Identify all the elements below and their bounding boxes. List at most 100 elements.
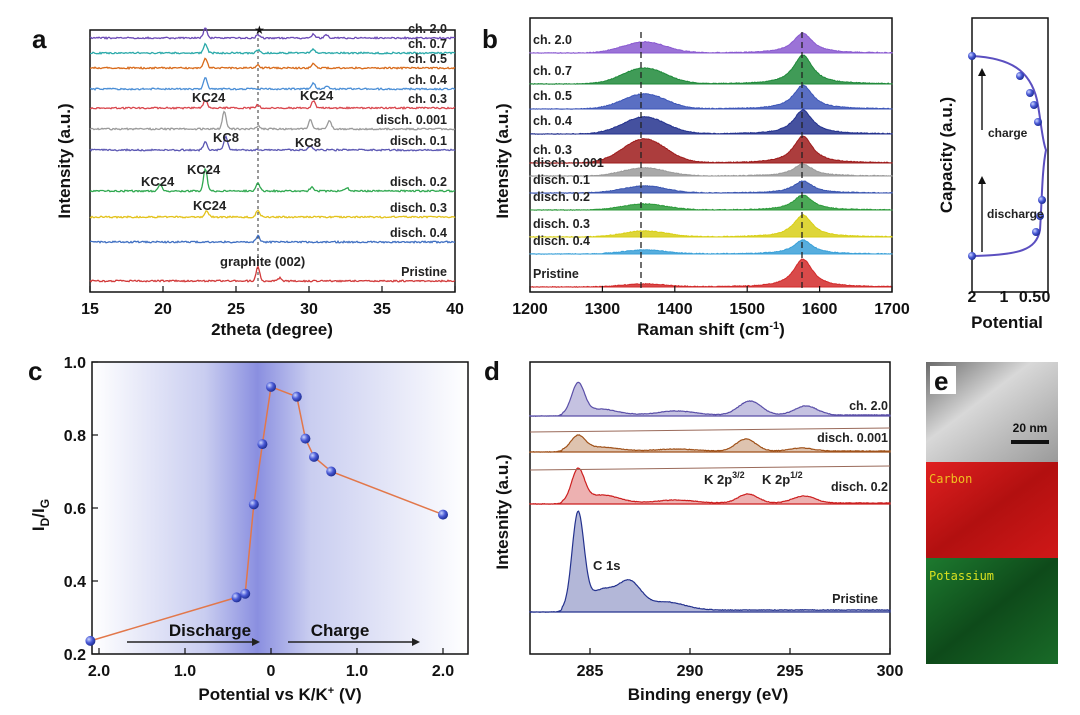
raman-label-0: ch. 2.0 <box>533 33 572 47</box>
panel-c-points <box>85 381 448 646</box>
raman-curve-3 <box>530 109 893 135</box>
raman-curve-1 <box>529 54 893 85</box>
inset-point-2 <box>1026 89 1034 97</box>
panel-a-frame <box>89 29 456 293</box>
raman-label-4: ch. 0.3 <box>533 143 572 157</box>
panel-letter-c: c <box>28 356 42 386</box>
inset-xtick-0-5: 0.5 <box>1019 289 1041 306</box>
inset-points <box>968 52 1046 260</box>
annot-kc8-1: KC8 <box>213 130 239 145</box>
xps-curve-1 <box>529 434 891 454</box>
xrd-curve-0 <box>89 27 456 40</box>
panel-b-frame <box>529 17 893 293</box>
ratio-ytick-1: 0.4 <box>64 574 86 591</box>
inset-discharge-label: discharge <box>987 207 1044 221</box>
annot-k2p12: K 2p1/2 <box>762 470 803 487</box>
panel-c-charge-label: Charge <box>311 621 370 640</box>
discharge-arrowhead <box>978 176 986 184</box>
xps-baseline-0 <box>529 427 891 433</box>
annot-c1s: C 1s <box>593 558 620 573</box>
annot-kc24-4: KC24 <box>141 174 175 189</box>
xrd-label-8: disch. 0.3 <box>390 201 447 215</box>
inset-xtick-1: 1 <box>1000 289 1009 306</box>
xrd-xtick-3: 30 <box>300 301 318 318</box>
annot-kc24-2: KC24 <box>300 88 334 103</box>
ratio-xtick-0: 2.0 <box>88 663 110 680</box>
panel-b-raman: b ch. 2.0ch. 0.7ch. 0.5ch. 0.4ch. 0.3dis… <box>482 17 910 339</box>
xps-xtick-1: 290 <box>677 663 704 680</box>
panel-letter-b: b <box>482 24 498 54</box>
raman-xtick-1: 1300 <box>585 301 621 318</box>
inset-point-6 <box>1036 212 1044 220</box>
xps-curve-0 <box>529 381 891 417</box>
inset-point-3 <box>1030 101 1038 109</box>
xrd-curve-9 <box>89 234 456 244</box>
inset-frame <box>971 17 1049 293</box>
charge-arrowhead-c <box>412 638 420 646</box>
ratio-point-0 <box>85 635 96 646</box>
star-marker: ★ <box>254 23 265 37</box>
annot-k2p32: K 2p3/2 <box>704 470 745 487</box>
inset-charge-label: charge <box>988 126 1028 140</box>
xrd-xtick-0: 15 <box>81 301 99 318</box>
inset-ylabel: Capacity (a.u.) <box>937 97 956 213</box>
raman-label-3: ch. 0.4 <box>533 114 572 128</box>
panel-d-curves <box>529 381 891 614</box>
panel-d-label-pristine: Pristine <box>832 592 878 606</box>
xrd-label-1: ch. 0.7 <box>408 37 447 51</box>
xps-curve-3 <box>529 510 891 614</box>
raman-label-10: Pristine <box>533 267 579 281</box>
panel-a-xlabel: 2theta (degree) <box>211 320 333 339</box>
panel-d-xps: d ch. 2.0 disch. 0.001 disch. 0.2 Pristi… <box>484 356 903 704</box>
annot-kc24-3: KC24 <box>187 162 221 177</box>
ratio-point-5 <box>266 381 276 392</box>
raman-xtick-2: 1400 <box>657 301 693 318</box>
ratio-ytick-3: 0.8 <box>64 428 86 445</box>
panel-d-ylabel: Intesnity (a.u.) <box>493 454 512 569</box>
panel-c-yticks: 0.2 0.4 0.6 0.8 1.0 <box>64 355 98 664</box>
xrd-xtick-4: 35 <box>373 301 391 318</box>
ratio-point-10 <box>438 509 448 520</box>
xrd-curve-10 <box>89 265 456 283</box>
scalebar <box>1011 440 1049 444</box>
inset-point-0 <box>968 52 976 60</box>
xrd-label-0: ch. 2.0 <box>408 22 447 36</box>
ratio-xtick-2: 0 <box>267 663 276 680</box>
panel-b-series-labels: ch. 2.0ch. 0.7ch. 0.5ch. 0.4ch. 0.3disch… <box>533 33 604 281</box>
xps-curve-2 <box>529 467 891 505</box>
raman-xtick-5: 1700 <box>874 301 910 318</box>
inset-xtick-0: 0 <box>1042 289 1051 306</box>
carbon-label: Carbon <box>929 472 972 486</box>
panel-d-xticks: 285 290 295 300 <box>577 648 903 680</box>
ratio-ytick-4: 1.0 <box>64 355 86 372</box>
inset-point-7 <box>1032 228 1040 236</box>
ratio-point-6 <box>291 391 302 402</box>
panel-d-label-disch0001: disch. 0.001 <box>817 431 888 445</box>
xrd-xtick-2: 25 <box>227 301 245 318</box>
raman-label-9: disch. 0.4 <box>533 234 590 248</box>
xrd-label-4: ch. 0.3 <box>408 92 447 106</box>
xrd-label-6: disch. 0.1 <box>390 134 447 148</box>
ratio-point-9 <box>326 466 337 477</box>
annot-graphite: graphite (002) <box>220 254 305 269</box>
xrd-curve-4 <box>89 99 456 110</box>
panel-b-xticks: 1200 1300 1400 1500 1600 1700 <box>512 286 910 318</box>
raman-xtick-3: 1500 <box>729 301 765 318</box>
ratio-xtick-4: 2.0 <box>432 663 454 680</box>
xps-baseline-1 <box>529 465 891 471</box>
potassium-label: Potassium <box>929 569 994 583</box>
inset-point-4 <box>1034 118 1042 126</box>
inset-curve <box>971 55 1048 257</box>
xrd-xtick-1: 20 <box>154 301 172 318</box>
panel-a-xticks: 15 20 25 30 35 40 <box>81 286 464 318</box>
raman-curve-2 <box>529 84 893 110</box>
panel-c-xticks: 2.0 1.0 0 1.0 2.0 <box>88 648 454 680</box>
annot-kc8-2: KC8 <box>295 135 321 150</box>
ratio-xtick-3: 1.0 <box>346 663 368 680</box>
xrd-label-9: disch. 0.4 <box>390 226 447 240</box>
panel-b-xlabel: Raman shift (cm-1) <box>637 320 785 339</box>
panel-c-ratio: c 0.2 0.4 0.6 0.8 1.0 2.0 1.0 0 1.0 2.0 Discharg… <box>28 355 469 704</box>
panel-letter-e: e <box>934 366 948 396</box>
panel-e-mapping: e 20 nm Carbon Potassium <box>926 362 1058 664</box>
xps-xtick-0: 285 <box>577 663 604 680</box>
